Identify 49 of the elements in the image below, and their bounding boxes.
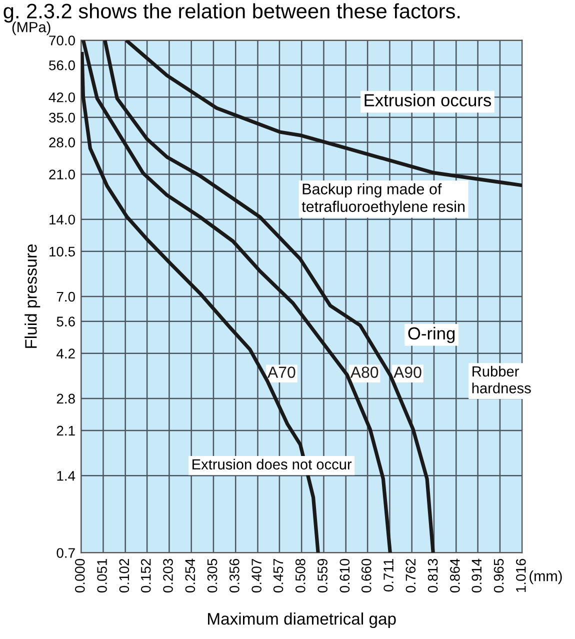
text: (mm) <box>530 570 562 584</box>
y-tick-label: 14.0 <box>50 214 75 225</box>
x-tick-label: 0.152 <box>140 558 151 592</box>
series-label: A70 <box>268 366 296 378</box>
x-tick-label: 0.000 <box>74 558 85 592</box>
y-tick-label: 10.5 <box>50 246 75 257</box>
x-tick-label: 0.965 <box>494 558 504 592</box>
x-tick-label: 0.762 <box>406 558 416 592</box>
x-tick-label: 0.254 <box>185 558 196 592</box>
x-tick-label: 0.305 <box>207 558 218 592</box>
x-tick-label: 0.864 <box>450 558 460 592</box>
y-tick-label: 0.7 <box>56 548 75 558</box>
x-tick-label: 0.508 <box>295 558 306 592</box>
x-axis-title: Maximum diametrical gap <box>208 612 396 628</box>
x-tick-label: 0.914 <box>472 558 482 592</box>
x-tick-label: 0.203 <box>163 558 173 592</box>
x-tick-label: 0.660 <box>361 558 372 592</box>
annotation: O-ring <box>408 326 455 344</box>
x-tick-label: 0.813 <box>428 558 438 592</box>
y-tick-label: 4.2 <box>56 348 75 358</box>
y-tick-label: 21.0 <box>49 170 75 180</box>
y-tick-label: 35.0 <box>49 112 75 123</box>
y-tick-label: 56.0 <box>49 60 75 70</box>
x-tick-label: 0.356 <box>230 558 240 592</box>
y-tick-label: 42.0 <box>48 92 75 102</box>
y-tick-label: 5.6 <box>56 316 75 326</box>
series-label: A80 <box>350 366 378 378</box>
annotation: Rubber hardness <box>472 366 531 394</box>
y-tick-label: 2.1 <box>56 426 75 436</box>
x-tick-label: 0.051 <box>97 558 107 592</box>
x-tick-label: 0.457 <box>273 558 284 592</box>
series-label: A90 <box>394 366 422 378</box>
x-tick-label: 1.016 <box>516 558 526 592</box>
x-tick-label: 0.711 <box>384 558 394 592</box>
x-tick-label: 0.102 <box>119 558 130 592</box>
y-tick-label: 7.0 <box>56 292 75 302</box>
series-label: Backup ring made of tetrafluoroethylene resin <box>302 183 465 216</box>
x-tick-label: 0.610 <box>340 558 350 592</box>
x-tick-label: 0.559 <box>318 558 328 592</box>
y-tick-label: 2.8 <box>56 394 75 404</box>
text: (MPa) <box>12 22 50 36</box>
y-tick-label: 70.0 <box>49 36 75 46</box>
y-axis-title: Fluid pressure <box>24 244 40 348</box>
annotation: Extrusion occurs <box>364 94 492 106</box>
y-tick-label: 28.0 <box>49 138 75 148</box>
y-tick-label: 1.4 <box>57 471 76 481</box>
text: g. 2.3.2 shows the relation between these factors. <box>4 3 460 23</box>
annotation: Extrusion does not occur <box>192 458 352 470</box>
x-tick-label: 0.407 <box>252 558 262 592</box>
